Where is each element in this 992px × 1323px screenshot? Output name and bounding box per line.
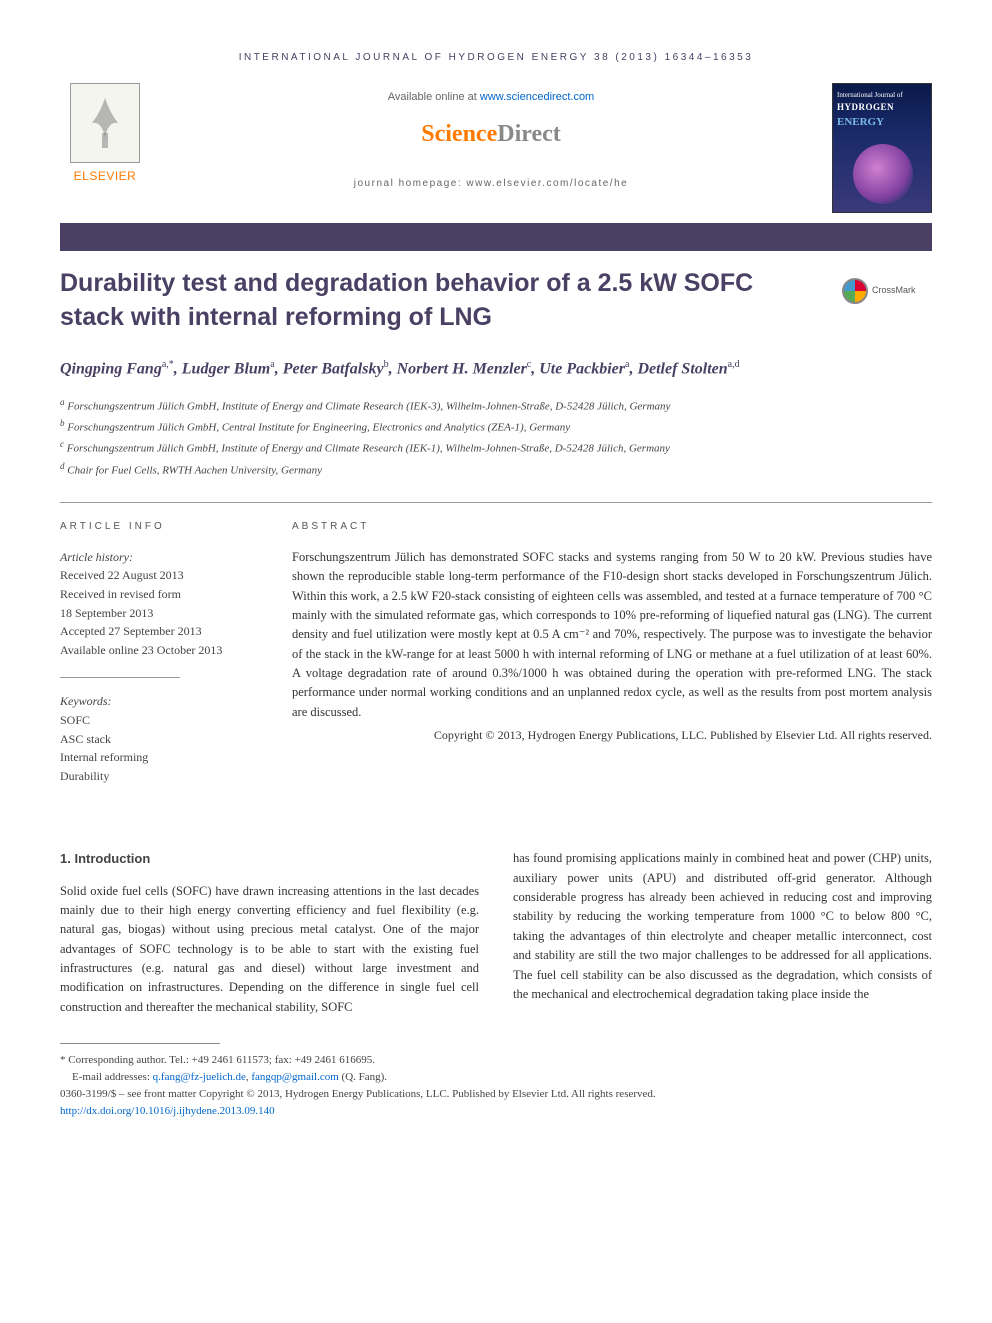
affiliations: a Forschungszentrum Jülich GmbH, Institu… [60, 395, 932, 480]
crossmark-icon [842, 278, 868, 304]
journal-homepage: journal homepage: www.elsevier.com/locat… [150, 176, 832, 191]
journal-reference: INTERNATIONAL JOURNAL OF HYDROGEN ENERGY… [60, 50, 932, 65]
email-link-2[interactable]: fangqp@gmail.com [251, 1071, 338, 1083]
publisher-logo: ELSEVIER [60, 83, 150, 185]
cover-title-1: HYDROGEN [837, 101, 927, 115]
abstract-copyright: Copyright © 2013, Hydrogen Energy Public… [292, 726, 932, 744]
email-link-1[interactable]: q.fang@fz-juelich.de [153, 1071, 246, 1083]
available-online: Available online at www.sciencedirect.co… [150, 89, 832, 106]
intro-text-col1: Solid oxide fuel cells (SOFC) have drawn… [60, 882, 479, 1018]
email-line: E-mail addresses: q.fang@fz-juelich.de, … [60, 1069, 932, 1086]
sciencedirect-logo: ScienceDirect [150, 116, 832, 152]
footnote-separator [60, 1043, 220, 1044]
doi-link[interactable]: http://dx.doi.org/10.1016/j.ijhydene.201… [60, 1105, 275, 1117]
body-column-left: 1. Introduction Solid oxide fuel cells (… [60, 849, 479, 1017]
sciencedirect-link[interactable]: www.sciencedirect.com [480, 91, 594, 103]
keyword-item: Internal reforming [60, 748, 260, 767]
crossmark-badge[interactable]: CrossMark [842, 275, 932, 307]
cover-title-2: ENERGY [837, 114, 927, 131]
elsevier-text: ELSEVIER [74, 167, 137, 185]
body-column-right: has found promising applications mainly … [513, 849, 932, 1017]
history-line: Received in revised form [60, 585, 260, 604]
journal-cover-thumbnail: International Journal of HYDROGEN ENERGY [832, 83, 932, 213]
history-line: 18 September 2013 [60, 604, 260, 623]
history-heading: Article history: [60, 548, 260, 567]
article-info-column: ARTICLE INFO Article history: Received 2… [60, 519, 260, 804]
footnotes: * Corresponding author. Tel.: +49 2461 6… [60, 1052, 932, 1120]
cover-graphic-icon [853, 144, 913, 204]
intro-text-col2: has found promising applications mainly … [513, 849, 932, 1004]
keyword-item: SOFC [60, 711, 260, 730]
meta-divider [60, 677, 180, 678]
keyword-item: ASC stack [60, 730, 260, 749]
cover-tagline: International Journal of [837, 90, 927, 101]
masthead-row: ELSEVIER Available online at www.science… [60, 83, 932, 213]
corresponding-author: * Corresponding author. Tel.: +49 2461 6… [60, 1052, 932, 1069]
history-line: Accepted 27 September 2013 [60, 622, 260, 641]
keyword-item: Durability [60, 767, 260, 786]
abstract-column: ABSTRACT Forschungszentrum Jülich has de… [292, 519, 932, 804]
header-divider-bar [60, 223, 932, 251]
author-list: Qingping Fanga,*, Ludger Bluma, Peter Ba… [60, 357, 932, 381]
crossmark-label: CrossMark [872, 284, 916, 298]
article-title: Durability test and degradation behavior… [60, 267, 790, 335]
abstract-label: ABSTRACT [292, 519, 932, 534]
issn-line: 0360-3199/$ – see front matter Copyright… [60, 1086, 932, 1103]
section-heading-intro: 1. Introduction [60, 849, 479, 869]
history-line: Received 22 August 2013 [60, 566, 260, 585]
abstract-text: Forschungszentrum Jülich has demonstrate… [292, 548, 932, 722]
elsevier-tree-icon [70, 83, 140, 163]
keywords-heading: Keywords: [60, 692, 260, 711]
article-info-label: ARTICLE INFO [60, 519, 260, 534]
history-line: Available online 23 October 2013 [60, 641, 260, 660]
